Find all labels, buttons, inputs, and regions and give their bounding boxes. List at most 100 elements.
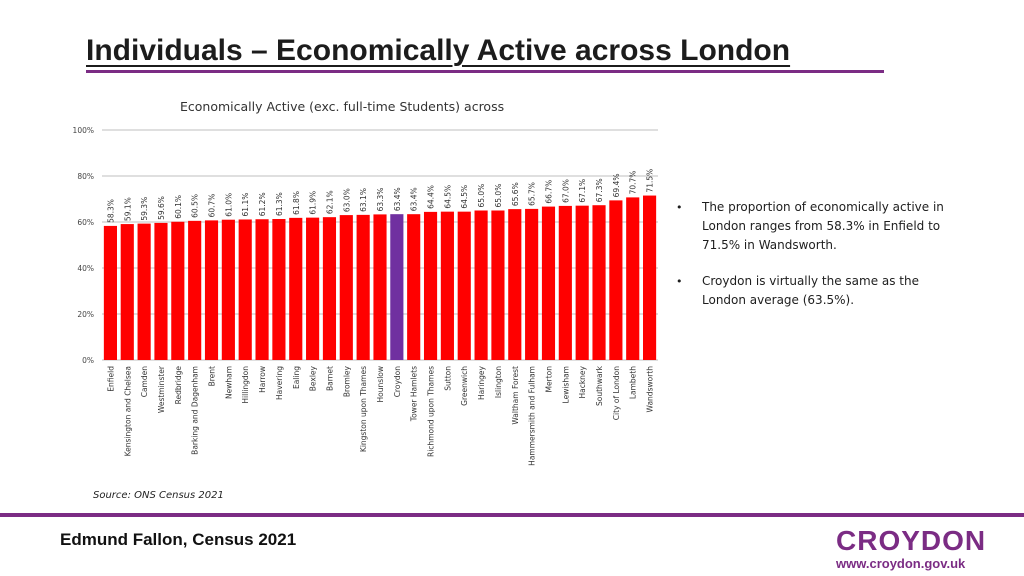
data-label: 59.6% <box>157 196 166 220</box>
bar <box>154 222 168 360</box>
footer-rule <box>0 513 1024 517</box>
bar <box>339 215 353 360</box>
bullet-range: The proportion of economically active in… <box>676 198 966 255</box>
data-label: 63.1% <box>359 188 368 212</box>
data-label: 60.1% <box>174 195 183 219</box>
bar <box>423 211 438 360</box>
chart-title: Economically Active (exc. full-time Stud… <box>180 99 504 114</box>
x-tick-label: Richmond upon Thames <box>427 366 436 457</box>
bar <box>440 211 454 360</box>
bar <box>457 211 471 360</box>
bar <box>221 219 235 360</box>
data-label: 59.1% <box>123 197 132 221</box>
x-tick-label: Camden <box>140 366 149 398</box>
data-label: 61.2% <box>258 192 267 216</box>
data-label: 60.7% <box>208 194 217 218</box>
bar <box>356 214 370 360</box>
data-label: 63.0% <box>342 188 351 212</box>
bar <box>609 200 623 360</box>
data-label: 63.3% <box>376 188 385 212</box>
bar <box>491 210 505 360</box>
x-tick-label: Brent <box>208 366 217 386</box>
data-label: 64.5% <box>443 185 452 209</box>
footer-author: Edmund Fallon, Census 2021 <box>60 530 297 549</box>
bar <box>508 209 522 360</box>
x-tick-label: Bexley <box>309 365 318 391</box>
bar <box>626 197 640 360</box>
x-tick-label: Kensington and Chelsea <box>123 366 132 456</box>
bar <box>643 195 657 360</box>
data-label: 63.4% <box>410 187 419 211</box>
x-tick-label: Greenwich <box>460 366 469 406</box>
x-tick-label: Ealing <box>292 366 301 389</box>
bar <box>272 219 286 360</box>
bar <box>120 224 134 360</box>
x-tick-label: Hounslow <box>376 366 385 402</box>
bar <box>575 205 589 360</box>
x-tick-label: Havering <box>275 366 284 400</box>
data-label: 67.1% <box>578 179 587 203</box>
bar <box>474 210 488 360</box>
data-label: 62.1% <box>325 190 334 214</box>
x-tick-label: Lewisham <box>561 366 570 403</box>
x-tick-label: Hillingdon <box>241 366 250 404</box>
logo-url: www.croydon.gov.uk <box>836 556 966 571</box>
x-tick-label: Newham <box>224 366 233 399</box>
x-tick-label: Haringey <box>477 365 486 400</box>
data-label: 59.3% <box>140 197 149 221</box>
bar <box>188 220 202 360</box>
bar <box>289 217 303 360</box>
y-tick-label: 60% <box>77 218 94 227</box>
x-tick-label: Tower Hamlets <box>410 366 419 422</box>
bar <box>592 205 606 360</box>
bar <box>558 205 572 360</box>
data-label: 64.5% <box>460 185 469 209</box>
bar <box>255 219 269 360</box>
bar <box>407 214 421 360</box>
data-label: 65.7% <box>528 182 537 206</box>
data-label: 63.4% <box>393 187 402 211</box>
croydon-logo: CROYDON www.croydon.gov.uk <box>836 525 987 572</box>
data-label: 61.3% <box>275 192 284 216</box>
y-tick-label: 40% <box>77 264 94 273</box>
x-tick-label: Hackney <box>578 365 587 398</box>
data-label: 67.0% <box>561 179 570 203</box>
bar <box>204 220 219 360</box>
bar <box>103 225 117 360</box>
data-label: 60.5% <box>191 194 200 218</box>
bar-chart: Economically Active (exc. full-time Stud… <box>73 99 658 466</box>
data-label: 61.8% <box>292 191 301 215</box>
bullet-croydon: Croydon is virtually the same as the Lon… <box>676 272 966 310</box>
x-tick-label: Hammersmith and Fulham <box>528 366 537 466</box>
x-tick-label: Lambeth <box>629 366 638 399</box>
data-label: 61.9% <box>309 191 318 215</box>
bar <box>322 217 337 360</box>
bar <box>137 223 151 360</box>
data-label: 65.6% <box>511 182 520 206</box>
x-tick-label: Harrow <box>258 366 267 393</box>
x-tick-label: Waltham Forest <box>511 366 520 425</box>
bullet-list: The proportion of economically active in… <box>676 198 966 327</box>
data-label: 64.4% <box>427 185 436 209</box>
x-tick-label: City of London <box>612 366 621 420</box>
x-tick-label: Sutton <box>443 366 452 391</box>
data-label: 61.0% <box>224 193 233 217</box>
x-tick-label: Westminster <box>157 365 166 413</box>
logo-wordmark: CROYDON <box>836 525 987 556</box>
data-label: 65.0% <box>494 184 503 208</box>
slide-title: Individuals – Economically Active across… <box>86 34 791 67</box>
bar <box>306 217 320 360</box>
x-tick-label: Croydon <box>393 366 402 398</box>
data-label: 65.0% <box>477 184 486 208</box>
x-tick-label: Southwark <box>595 365 604 406</box>
y-tick-label: 80% <box>77 172 94 181</box>
data-label: 71.5% <box>646 169 655 193</box>
x-tick-label: Merton <box>544 366 553 393</box>
x-tick-label: Islington <box>494 366 503 398</box>
x-tick-label: Kingston upon Thames <box>359 366 368 452</box>
x-tick-label: Wandsworth <box>646 366 655 413</box>
bar <box>390 214 404 360</box>
x-tick-label: Bromley <box>342 365 351 397</box>
x-tick-label: Barking and Dagenham <box>191 366 200 455</box>
bar <box>525 208 539 360</box>
